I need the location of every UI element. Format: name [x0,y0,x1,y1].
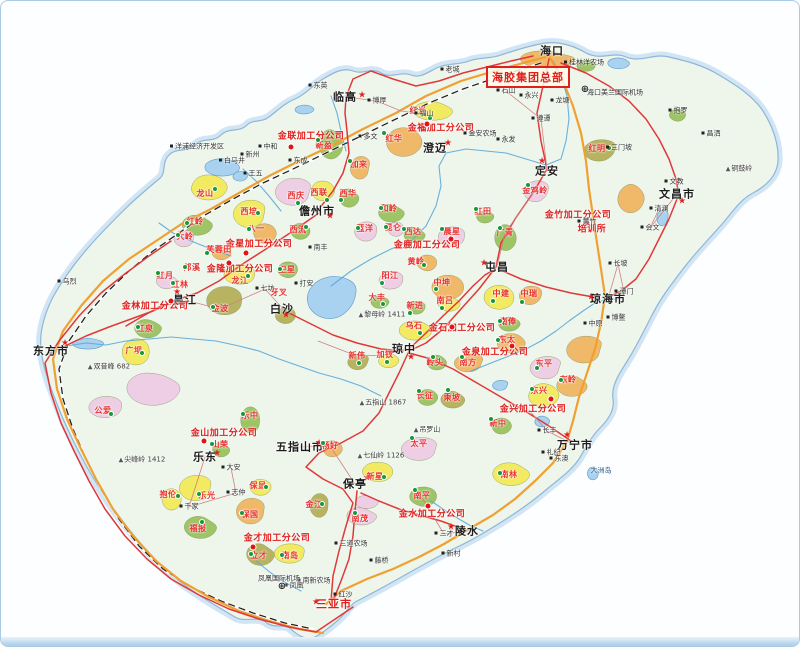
farm-area-patch [378,204,405,223]
farm-area-patch [576,60,596,72]
river [330,60,570,287]
farm-area-patch [233,199,266,228]
farm-area-patch [498,316,521,332]
farm-area-patch [483,285,515,310]
farm-area-patch [440,391,466,409]
river [255,560,302,592]
farm-area-patch [311,180,335,201]
river [48,336,382,397]
minor-road [184,288,286,312]
farm-area-patch [223,264,255,285]
farm-area-patch [273,543,305,564]
farm-area-patch [431,274,464,300]
minor-road [299,445,356,485]
main-road [44,240,354,633]
farm-area-patch [240,406,260,434]
farm-area-patch [156,273,178,290]
main-road [360,492,464,530]
farm-area-patch [184,516,217,539]
minor-road [607,263,625,300]
farm-area-patch [350,156,370,180]
river [242,168,282,212]
farm-area-patch [309,493,329,518]
farm-area-patch [275,177,311,206]
farm-area-patch [387,221,405,237]
farm-area-patch [438,226,465,247]
main-road [64,302,172,347]
farm-area-patch [249,479,272,496]
minor-road [505,90,548,170]
farm-area-patch [491,417,512,435]
water-body [294,104,315,115]
river [430,500,484,532]
farm-area-patch [476,210,495,224]
farm-area-patch [403,227,426,244]
farm-area-patch [401,437,437,461]
farm-area-patch [134,319,162,339]
main-road [560,62,680,197]
farm-area-patch [206,286,242,316]
farm-area-patch [669,108,686,122]
river [158,222,232,257]
farm-area-patch [277,261,298,278]
minor-road [421,497,468,535]
farm-area-patch [416,254,437,272]
farm-area-patch [121,338,150,366]
main-road [305,58,550,602]
farm-area-patch [492,462,530,486]
farm-area-patch [88,396,122,418]
farm-area-patch [212,442,231,458]
minor-road [496,190,536,268]
minor-road [528,409,576,446]
main-road [332,490,358,602]
farm-area-patch [417,389,438,406]
minor-road [345,96,425,115]
farm-area-patch [617,184,645,214]
water-body [607,57,630,69]
farm-area-patch [126,372,181,406]
farm-area-patch [275,307,296,324]
farm-area-patch [191,174,228,201]
expressway [51,54,551,635]
main-road [497,268,600,299]
main-road [408,352,572,442]
farm-area-patch [253,223,277,244]
sea-edge-strip [1,637,799,646]
minor-road [317,340,405,357]
farm-area-patch [236,498,265,525]
farm-area-patch [529,356,561,380]
water-body [306,276,357,319]
expressway [324,54,607,606]
main-road [606,198,678,299]
farm-area-patch [161,488,182,511]
river [470,298,620,372]
farm-area-patch [354,221,377,242]
river [330,95,347,152]
farm-area-patch [497,333,526,354]
minor-road [188,456,237,508]
railway [58,62,542,630]
water-body [232,171,249,182]
farm-area-patch [556,375,588,397]
farm-area-patch [318,129,344,160]
main-road [408,268,496,350]
farm-area-patch [386,127,423,157]
main-road [284,310,404,352]
water-body [492,380,509,391]
main-road [318,55,534,210]
water-body [587,466,599,481]
minor-road [649,193,678,229]
